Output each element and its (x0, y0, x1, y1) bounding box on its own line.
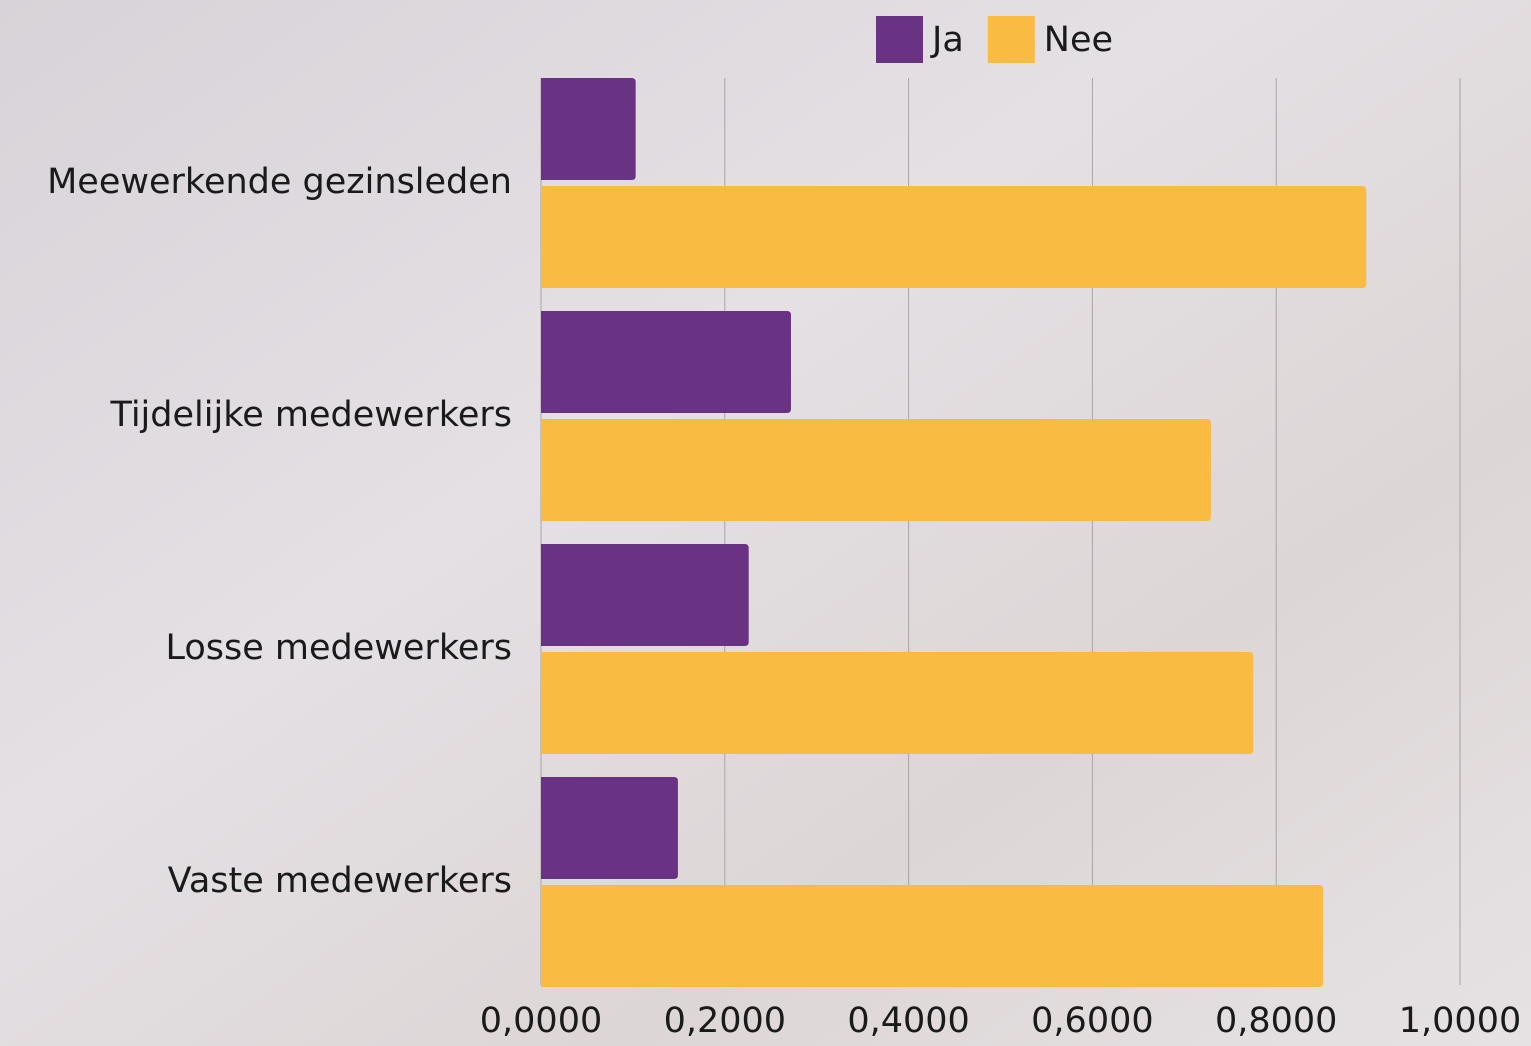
x-tick-label: 0,8000 (1215, 1001, 1337, 1041)
x-tick-label: 0,4000 (847, 1001, 969, 1041)
chart: 0,0000 0,2000 0,4000 0,6000 0,8000 1,0000 Meew… (0, 0, 1531, 1046)
bar (541, 311, 791, 413)
x-tick-label: 0,0000 (480, 1001, 602, 1041)
bar (541, 78, 636, 180)
y-tick-label: Losse medewerkers (165, 628, 512, 668)
x-tick-label: 0,6000 (1031, 1001, 1153, 1041)
bar (541, 544, 749, 646)
bar (541, 777, 678, 879)
x-tick-label: 1,0000 (1399, 1001, 1521, 1041)
legend-label: Nee (1044, 20, 1113, 60)
bar (541, 885, 1323, 987)
legend-label: Ja (930, 20, 964, 60)
bar (541, 652, 1253, 754)
bar (541, 186, 1366, 288)
legend-swatch (876, 16, 923, 63)
legend-swatch (988, 16, 1035, 63)
bar (541, 419, 1211, 521)
y-tick-label: Meewerkende gezinsleden (47, 162, 512, 202)
y-tick-label: Vaste medewerkers (168, 861, 512, 901)
y-tick-label: Tijdelijke medewerkers (110, 395, 512, 435)
x-tick-label: 0,2000 (664, 1001, 786, 1041)
